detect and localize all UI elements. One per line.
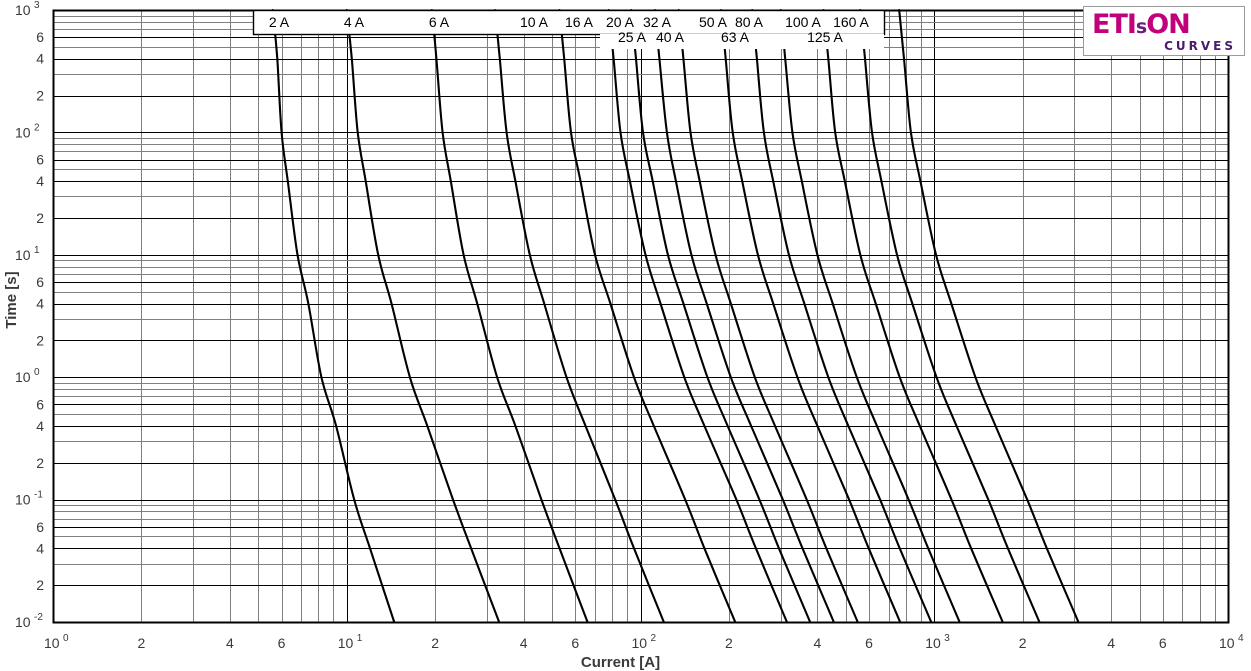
legend-label-4a: 4 A bbox=[344, 14, 365, 30]
legend-label-32a: 32 A bbox=[643, 14, 672, 30]
xtick-exp-10000: 4 bbox=[1238, 633, 1244, 644]
legend-label-20a: 20 A bbox=[606, 14, 635, 30]
xtick-minor-200: 2 bbox=[725, 635, 733, 651]
xtick-1000: 10 bbox=[925, 635, 941, 651]
logo-subtitle: CURVES bbox=[1164, 39, 1236, 53]
legend-label-2a: 2 A bbox=[269, 14, 290, 30]
curve-32a bbox=[653, 8, 835, 624]
curve-20a bbox=[607, 8, 788, 624]
legend-label-100a: 100 A bbox=[785, 14, 821, 30]
legend-label-6a: 6 A bbox=[429, 14, 450, 30]
ytick-0.01: 10 bbox=[15, 614, 31, 630]
ytick-minor-60: 6 bbox=[36, 152, 44, 168]
legend-label-10a: 10 A bbox=[520, 14, 549, 30]
xtick-minor-20: 2 bbox=[431, 635, 439, 651]
xtick-exp-1: 0 bbox=[63, 633, 69, 644]
xtick-exp-1000: 3 bbox=[944, 633, 950, 644]
ytick-minor-2: 2 bbox=[36, 332, 44, 348]
curve-40a bbox=[677, 8, 859, 624]
legend-label-16a: 16 A bbox=[565, 14, 594, 30]
ytick-minor-0.04: 4 bbox=[36, 540, 44, 556]
ytick-1: 10 bbox=[15, 369, 31, 385]
ytick-exp-1: 0 bbox=[34, 367, 40, 378]
ytick-minor-0.06: 6 bbox=[36, 519, 44, 535]
ytick-minor-0.2: 2 bbox=[36, 455, 44, 471]
xtick-10000: 10 bbox=[1219, 635, 1235, 651]
xtick-100: 10 bbox=[632, 635, 648, 651]
ytick-0.1: 10 bbox=[15, 492, 31, 508]
curve-6a bbox=[430, 8, 589, 624]
curve-16a bbox=[558, 8, 737, 624]
ytick-minor-0.02: 2 bbox=[36, 577, 44, 593]
curve-2a bbox=[271, 8, 396, 624]
legend-label-40a: 40 A bbox=[656, 29, 685, 45]
curve-80a bbox=[779, 8, 961, 624]
xtick-minor-60: 6 bbox=[571, 635, 579, 651]
xtick-minor-6000: 6 bbox=[1159, 635, 1167, 651]
y-axis-label: Time [s] bbox=[3, 271, 20, 328]
xtick-1: 10 bbox=[44, 635, 60, 651]
logo-text-eti: ETI bbox=[1092, 9, 1137, 40]
xtick-minor-4000: 4 bbox=[1107, 635, 1115, 651]
curve-10a bbox=[494, 8, 665, 624]
ytick-1000: 10 bbox=[15, 2, 31, 18]
ytick-exp-1000: 3 bbox=[34, 0, 40, 11]
etison-logo: ETIsON CURVES bbox=[1083, 6, 1245, 56]
xtick-minor-40: 4 bbox=[520, 635, 528, 651]
curve-125a bbox=[859, 8, 1041, 624]
legend-label-63a: 63 A bbox=[721, 29, 750, 45]
ytick-minor-0.4: 4 bbox=[36, 418, 44, 434]
legend-label-160a: 160 A bbox=[833, 14, 869, 30]
curve-100a bbox=[822, 8, 1004, 624]
legend-label-125a: 125 A bbox=[807, 29, 843, 45]
ytick-exp-100: 2 bbox=[34, 122, 40, 133]
legend-label-80a: 80 A bbox=[735, 14, 764, 30]
curve-25a bbox=[630, 8, 812, 624]
ytick-10: 10 bbox=[15, 247, 31, 263]
xtick-minor-400: 4 bbox=[813, 635, 821, 651]
xtick-minor-6: 6 bbox=[278, 635, 286, 651]
curve-50a bbox=[719, 8, 902, 624]
ytick-exp-0.1: -1 bbox=[34, 490, 43, 501]
ytick-minor-600: 6 bbox=[36, 29, 44, 45]
curve-160a bbox=[898, 8, 1080, 624]
legend-label-25a: 25 A bbox=[618, 29, 647, 45]
ytick-minor-6: 6 bbox=[36, 274, 44, 290]
ytick-minor-40: 4 bbox=[36, 173, 44, 189]
ytick-exp-10: 1 bbox=[34, 245, 40, 256]
xtick-10: 10 bbox=[338, 635, 354, 651]
ytick-minor-4: 4 bbox=[36, 296, 44, 312]
ytick-exp-0.01: -2 bbox=[34, 612, 43, 623]
legend-box-row2 bbox=[600, 34, 884, 49]
xtick-minor-2000: 2 bbox=[1019, 635, 1027, 651]
ytick-minor-20: 2 bbox=[36, 210, 44, 226]
ytick-minor-400: 4 bbox=[36, 51, 44, 67]
legend-box bbox=[252, 9, 886, 36]
xtick-minor-2: 2 bbox=[138, 635, 146, 651]
curve-63a bbox=[751, 8, 933, 624]
legend-label-50a: 50 A bbox=[699, 14, 728, 30]
ytick-100: 10 bbox=[15, 124, 31, 140]
ytick-minor-0.6: 6 bbox=[36, 396, 44, 412]
xtick-minor-600: 6 bbox=[865, 635, 873, 651]
xtick-exp-100: 2 bbox=[651, 633, 657, 644]
x-axis-label: Current [A] bbox=[581, 654, 660, 671]
logo-text-s: s bbox=[1135, 16, 1147, 38]
xtick-exp-10: 1 bbox=[357, 633, 363, 644]
ytick-minor-200: 2 bbox=[36, 88, 44, 104]
logo-text-on: ON bbox=[1146, 9, 1191, 40]
xtick-minor-4: 4 bbox=[226, 635, 234, 651]
curve-4a bbox=[345, 8, 501, 624]
